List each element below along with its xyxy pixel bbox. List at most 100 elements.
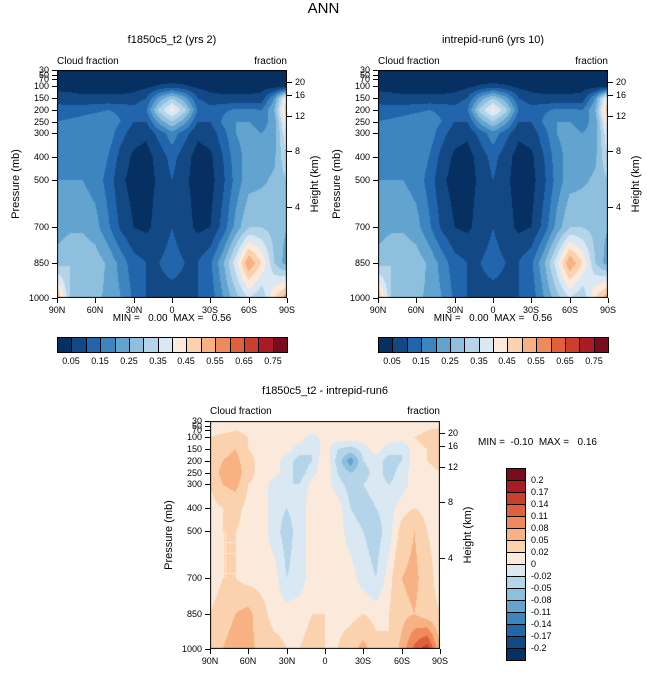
pressure-tick-mark: [52, 70, 57, 71]
pressure-tick-mark: [205, 614, 210, 615]
pressure-tick-mark: [373, 263, 378, 264]
colorbar-box: [100, 337, 116, 353]
field-label-right-case1: fraction: [254, 56, 287, 67]
colorbar-tick-label: 0.65: [235, 356, 253, 366]
colorbar-box: [421, 337, 437, 353]
pressure-tick-mark: [373, 86, 378, 87]
pressure-tick-label: 500: [354, 175, 370, 185]
pressure-tick-label: 850: [354, 258, 370, 268]
colorbar-box: [493, 337, 508, 353]
colorbar-tick-label: 0.15: [91, 356, 109, 366]
pressure-axis-label: Pressure (mb): [163, 500, 175, 570]
height-tick-mark: [608, 116, 613, 117]
pressure-tick-mark: [205, 449, 210, 450]
height-tick-mark: [287, 95, 292, 96]
contour-plot-case1: [57, 70, 287, 298]
colorbar-tick-label: 0.75: [264, 356, 282, 366]
colorbar-box: [186, 337, 202, 353]
pressure-tick-mark: [52, 79, 57, 80]
colorbar-box: [115, 337, 130, 353]
height-tick-mark: [608, 95, 613, 96]
pressure-tick-label: 250: [186, 468, 202, 478]
pressure-tick-label: 300: [186, 479, 202, 489]
field-label-right-diff: fraction: [407, 406, 440, 417]
pressure-tick-mark: [205, 484, 210, 485]
lat-tick-mark: [287, 298, 288, 303]
height-tick-label: 12: [448, 462, 459, 472]
contour-plot-case2: [378, 70, 608, 298]
lat-tick-mark: [95, 298, 96, 303]
height-tick-label: 20: [295, 77, 306, 87]
colorbar-box: [579, 337, 595, 353]
lat-tick-mark: [172, 298, 173, 303]
pressure-tick-mark: [373, 298, 378, 299]
pressure-tick-label: 500: [186, 526, 202, 536]
pressure-tick-label: 250: [354, 117, 370, 127]
lat-tick-label: 30N: [125, 305, 143, 315]
colorbar-tick-label: 0.11: [531, 511, 548, 521]
height-tick-mark: [287, 82, 292, 83]
colorbar-box: [506, 648, 526, 661]
pressure-tick-mark: [52, 110, 57, 111]
colorbar-tick-label: 0.05: [383, 356, 401, 366]
lat-tick-mark: [249, 298, 250, 303]
pressure-tick-label: 70: [191, 425, 202, 435]
height-tick-label: 16: [448, 441, 459, 451]
height-tick-mark: [287, 151, 292, 152]
pressure-tick-mark: [373, 227, 378, 228]
colorbar-tick-label: -0.05: [531, 583, 552, 593]
lat-tick-mark: [416, 298, 417, 303]
lat-tick-mark: [363, 649, 364, 654]
height-tick-label: 16: [295, 90, 306, 100]
colorbar-tick-label: -0.2: [531, 643, 547, 653]
height-tick-label: 20: [448, 428, 459, 438]
lat-tick-label: 90N: [369, 305, 387, 315]
pressure-tick-mark: [52, 122, 57, 123]
colorbar-tick-label: 0.45: [498, 356, 516, 366]
height-tick-label: 8: [448, 497, 454, 507]
lat-tick-label: 90N: [201, 656, 219, 666]
colorbar-box: [450, 337, 465, 353]
colorbar-tick-label: 0: [531, 559, 537, 569]
min-max-stats-case1: MIN = 0.00 MAX = 0.56: [112, 313, 232, 324]
lat-tick-label: 30S: [354, 656, 371, 666]
lat-tick-mark: [57, 298, 58, 303]
pressure-tick-label: 400: [33, 152, 49, 162]
pressure-tick-mark: [205, 508, 210, 509]
pressure-tick-label: 200: [354, 105, 370, 115]
pressure-tick-mark: [52, 263, 57, 264]
colorbar-box: [230, 337, 245, 353]
pressure-tick-mark: [205, 473, 210, 474]
pressure-tick-mark: [373, 75, 378, 76]
height-tick-label: 4: [448, 553, 454, 563]
pressure-tick-label: 850: [33, 258, 49, 268]
lat-tick-mark: [440, 649, 441, 654]
pressure-tick-label: 100: [354, 81, 370, 91]
colorbar-box: [86, 337, 101, 353]
pressure-tick-label: 300: [354, 128, 370, 138]
pressure-tick-label: 150: [186, 444, 202, 454]
colorbar-box: [479, 337, 494, 353]
pressure-tick-label: 30: [191, 416, 202, 426]
colorbar-box: [378, 337, 393, 353]
pressure-tick-label: 150: [354, 93, 370, 103]
lat-tick-label: 60S: [393, 656, 410, 666]
lat-tick-mark: [455, 298, 456, 303]
colorbar-box: [143, 337, 159, 353]
colorbar-box: [507, 337, 523, 353]
pressure-tick-mark: [205, 421, 210, 422]
colorbar-box: [129, 337, 144, 353]
pressure-tick-mark: [373, 122, 378, 123]
colorbar-tick-label: 0.25: [120, 356, 138, 366]
lat-tick-mark: [210, 298, 211, 303]
contour-plot-diff: [210, 421, 440, 649]
colorbar-box: [392, 337, 408, 353]
colorbar-box: [172, 337, 187, 353]
height-axis-label: Height (km): [630, 155, 642, 213]
pressure-tick-label: 700: [33, 222, 49, 232]
lat-tick-label: 60S: [561, 305, 578, 315]
pressure-tick-label: 150: [33, 93, 49, 103]
pressure-tick-mark: [52, 133, 57, 134]
colorbar-tick-label: 0.55: [527, 356, 545, 366]
